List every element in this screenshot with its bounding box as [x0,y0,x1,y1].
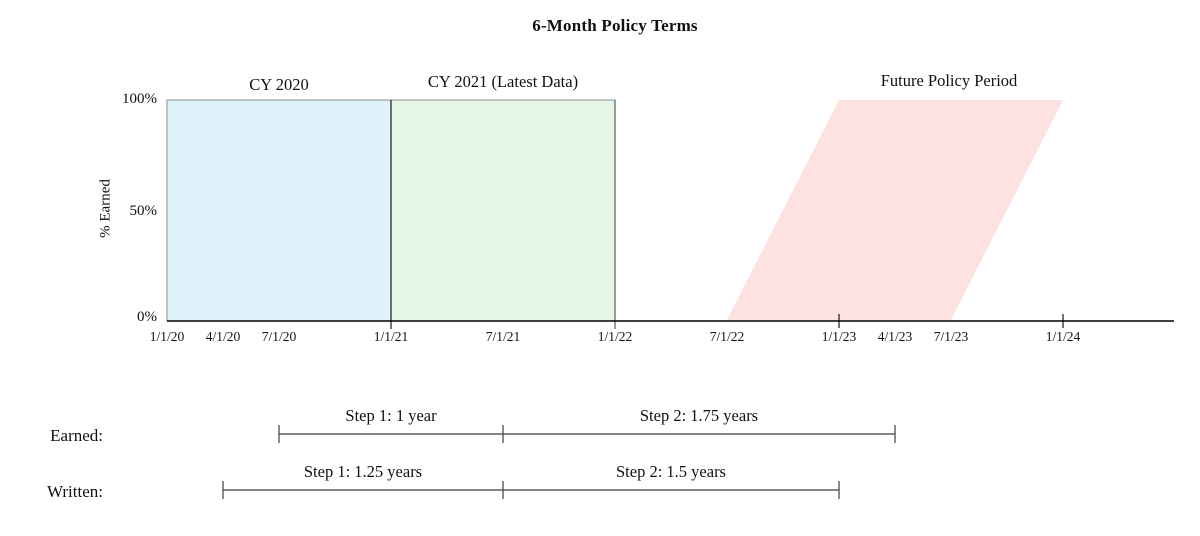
future-policy-region-label: Future Policy Period [880,71,1018,90]
x-tick-1-1-20: 1/1/20 [149,329,185,344]
cy2020-region-label: CY 2020 [249,75,309,94]
y-tick-100: 100% [122,91,157,107]
x-tick-4-1-20: 4/1/20 [205,329,241,344]
cy2021-region-label: CY 2021 (Latest Data) [427,72,579,91]
earned-step1-label: Step 1: 1 year [345,406,437,425]
cy2021-region-rect [390,99,616,322]
x-tick-7-1-20: 7/1/20 [261,329,297,344]
x-tick-1-1-22: 1/1/22 [597,329,633,344]
x-tick-7-1-22: 7/1/22 [709,329,745,344]
x-tick-1-1-24: 1/1/24 [1045,329,1081,344]
x-tick-1-1-23: 1/1/23 [821,329,857,344]
written-step2-label: Step 2: 1.5 years [616,462,726,481]
x-tick-7-1-21: 7/1/21 [485,329,521,344]
x-tick-1-1-21: 1/1/21 [373,329,409,344]
written-row-label: Written: [47,482,103,501]
x-tick-4-1-23: 4/1/23 [877,329,913,344]
y-tick-0: 0% [137,309,157,325]
earned-row-label: Earned: [50,426,103,445]
chart-title: 6-Month Policy Terms [532,16,698,35]
y-tick-50: 50% [129,203,158,219]
future-policy-parallelogram [727,100,1063,320]
earned-step2-label: Step 2: 1.75 years [639,406,759,425]
written-step1-label: Step 1: 1.25 years [303,462,423,481]
x-tick-7-1-23: 7/1/23 [933,329,969,344]
cy2020-region-rect [166,99,392,322]
